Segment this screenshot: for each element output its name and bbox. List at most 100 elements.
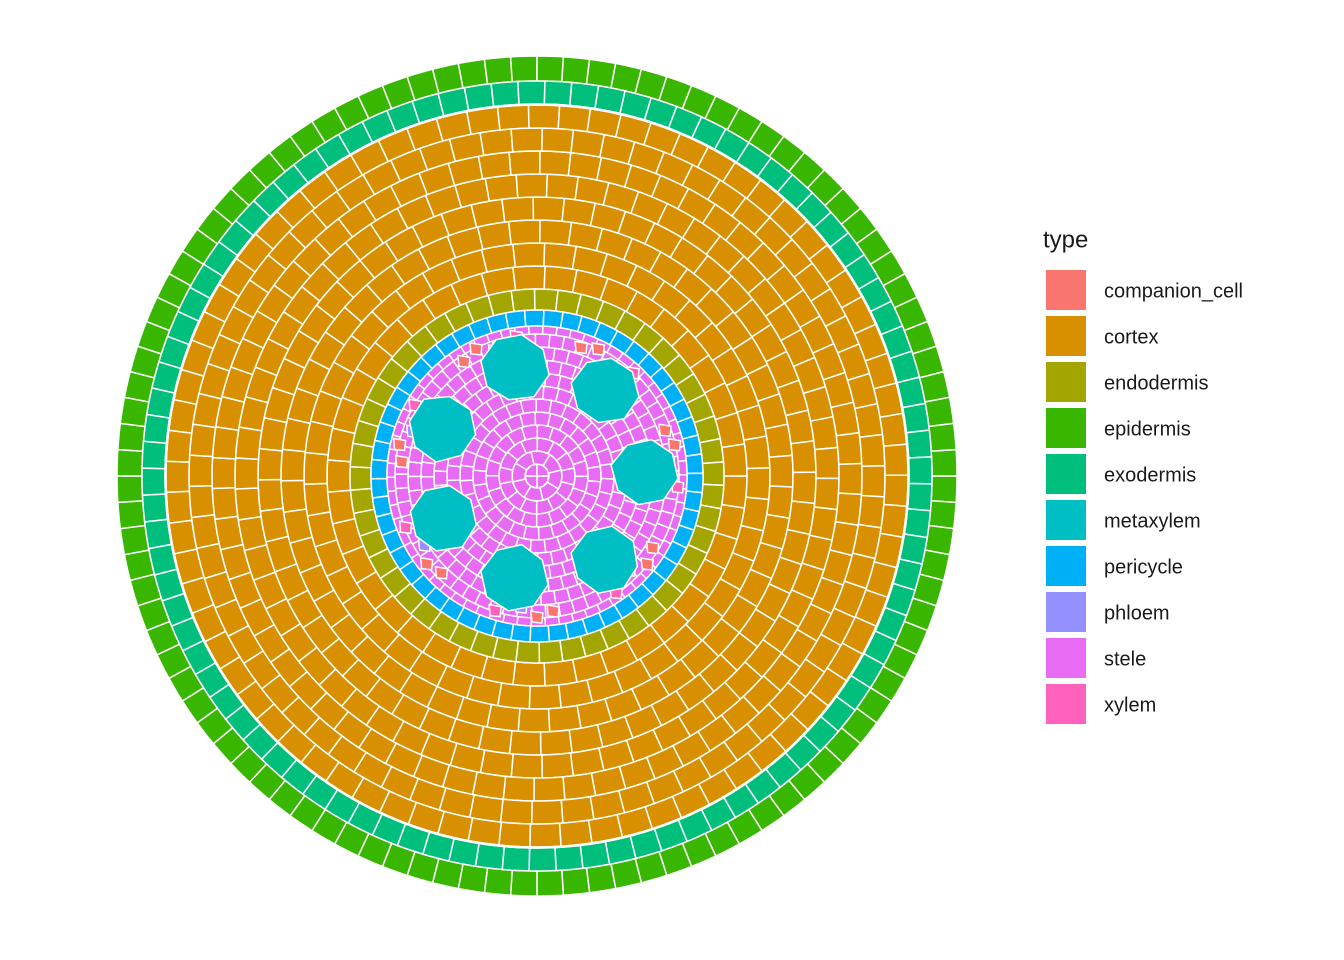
cell [517,707,551,733]
cell [407,475,423,492]
cell [901,402,931,434]
legend-label: pericycle [1104,556,1183,578]
cell [530,799,564,825]
cell [512,660,546,687]
cell [532,196,566,223]
cell [930,448,958,477]
legend-key [1046,316,1086,356]
cell [930,475,958,504]
cell [527,325,544,335]
cell [483,867,513,897]
cell [860,464,886,498]
cell [557,104,592,133]
cell [419,556,434,571]
cell [662,526,678,545]
cell [446,464,462,482]
cell [386,462,397,478]
legend-title: type [1043,226,1088,253]
legend-key [1046,362,1086,402]
legend-label: stele [1104,648,1146,670]
cell [472,469,488,487]
cell [541,127,575,154]
cell [349,465,373,491]
cell [509,55,538,83]
cell [591,342,606,356]
cell [813,446,840,480]
cell [188,454,214,488]
cell [882,474,909,508]
cell [768,454,794,488]
cell [529,624,551,643]
cell [116,500,146,530]
legend-key [1046,454,1086,494]
cell [554,844,584,872]
cell [496,682,531,710]
cell [539,729,573,756]
cell [547,704,582,733]
cell [837,462,863,496]
cell [188,423,217,458]
cell [536,869,565,897]
cell [523,309,545,328]
cell [164,457,168,489]
cell [479,128,514,157]
cell [143,518,173,550]
cell [211,486,239,521]
cell [527,104,561,130]
cell [234,487,262,521]
cell [835,431,863,466]
legend-key [1046,592,1086,632]
cell [585,863,617,894]
cell [409,484,478,552]
cell [610,438,679,506]
cell [524,103,556,107]
cell [906,482,933,512]
cell [543,242,578,270]
cell [211,456,237,490]
cell [685,472,704,494]
cell [141,493,169,523]
legend-key [1046,546,1086,586]
cell [515,173,549,199]
cell [370,477,390,499]
cell [349,487,376,515]
cell [677,459,688,476]
legend-key [1046,408,1086,448]
cell [234,426,263,461]
cell [501,613,519,626]
cell [529,822,562,848]
cell [558,819,593,848]
cell [529,538,547,554]
cell [586,465,602,483]
cell [257,478,284,512]
cell [508,150,541,176]
cell [857,494,886,529]
cell [544,615,561,627]
cell [394,454,409,469]
cell [459,464,475,482]
cell [518,845,550,849]
cell [474,842,506,871]
cell [568,81,600,110]
cell [658,423,672,438]
cell [539,219,573,246]
cell [515,640,541,664]
cell [326,459,352,493]
cell [574,340,588,355]
cell [142,413,171,445]
cell [543,265,578,294]
cell [386,489,399,507]
cell [539,150,572,177]
cell [116,448,144,477]
cell [501,845,531,872]
cell [858,433,886,468]
cell [509,869,538,897]
cell [165,429,193,463]
cell [165,460,191,494]
cross-section [116,55,958,897]
cell [303,451,329,485]
cell [408,395,477,463]
cell [701,461,725,487]
cell [667,437,682,452]
